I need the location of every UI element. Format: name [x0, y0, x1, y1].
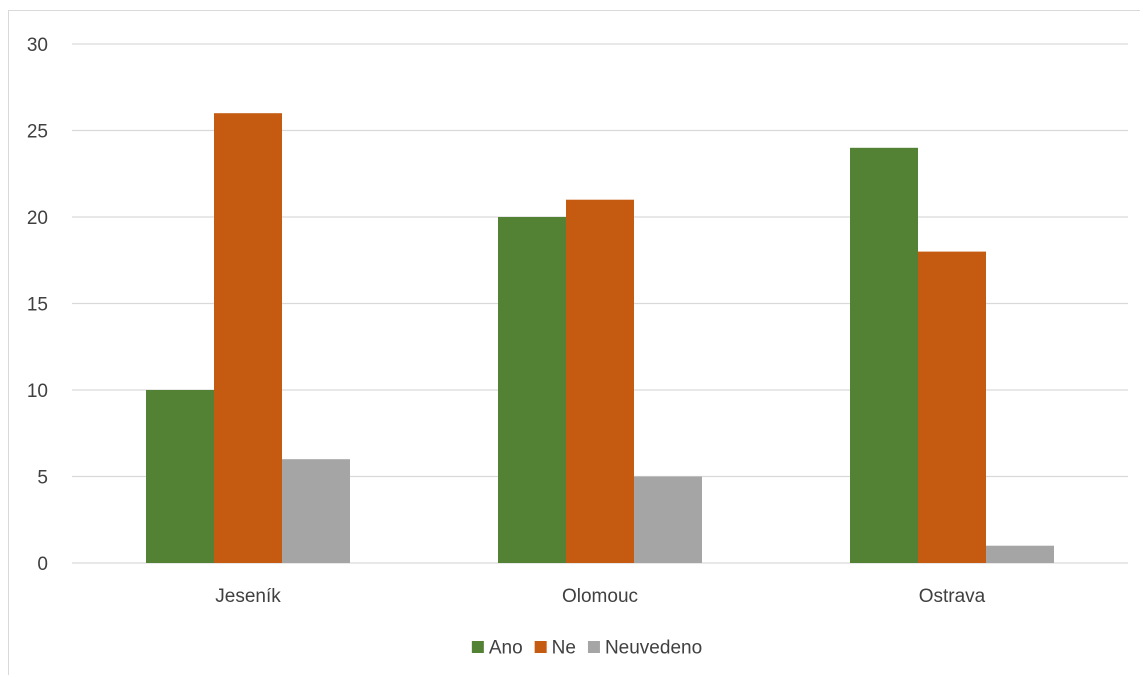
legend-item-ne: Ne — [534, 638, 576, 659]
bar-ano-0 — [146, 390, 214, 563]
legend-swatch — [534, 641, 547, 653]
bar-ano-1 — [498, 217, 566, 563]
bar-ne-2 — [918, 251, 986, 563]
x-axis-ticks: Jeseník Olomouc Ostrava — [215, 586, 985, 607]
y-tick-label: 20 — [27, 208, 48, 229]
bar-neuvedeno-0 — [282, 459, 350, 563]
bar-ano-2 — [850, 147, 918, 564]
legend-label: Neuvedeno — [605, 638, 702, 659]
bar-ne-1 — [566, 199, 634, 563]
y-tick-label: 5 — [37, 468, 48, 489]
y-tick-label: 15 — [27, 295, 48, 316]
x-tick-label: Ostrava — [919, 586, 986, 607]
legend: Ano Ne Neuvedeno — [471, 638, 702, 659]
legend-label: Ano — [489, 638, 523, 659]
legend-item-neuvedeno: Neuvedeno — [587, 638, 702, 659]
y-axis-ticks: 0 5 10 15 20 25 30 — [27, 35, 48, 575]
bars — [146, 113, 1054, 564]
legend-swatch — [587, 641, 600, 653]
legend-swatch — [471, 641, 484, 653]
x-tick-label: Olomouc — [562, 586, 638, 607]
x-tick-label: Jeseník — [215, 586, 281, 607]
bar-neuvedeno-1 — [634, 476, 702, 563]
legend-label: Ne — [552, 638, 576, 659]
bar-neuvedeno-2 — [986, 545, 1054, 563]
y-tick-label: 10 — [27, 381, 48, 402]
bar-ne-0 — [214, 113, 282, 563]
y-tick-label: 30 — [27, 35, 48, 56]
y-tick-label: 25 — [27, 122, 48, 143]
legend-item-ano: Ano — [471, 638, 523, 659]
y-tick-label: 0 — [37, 554, 48, 575]
